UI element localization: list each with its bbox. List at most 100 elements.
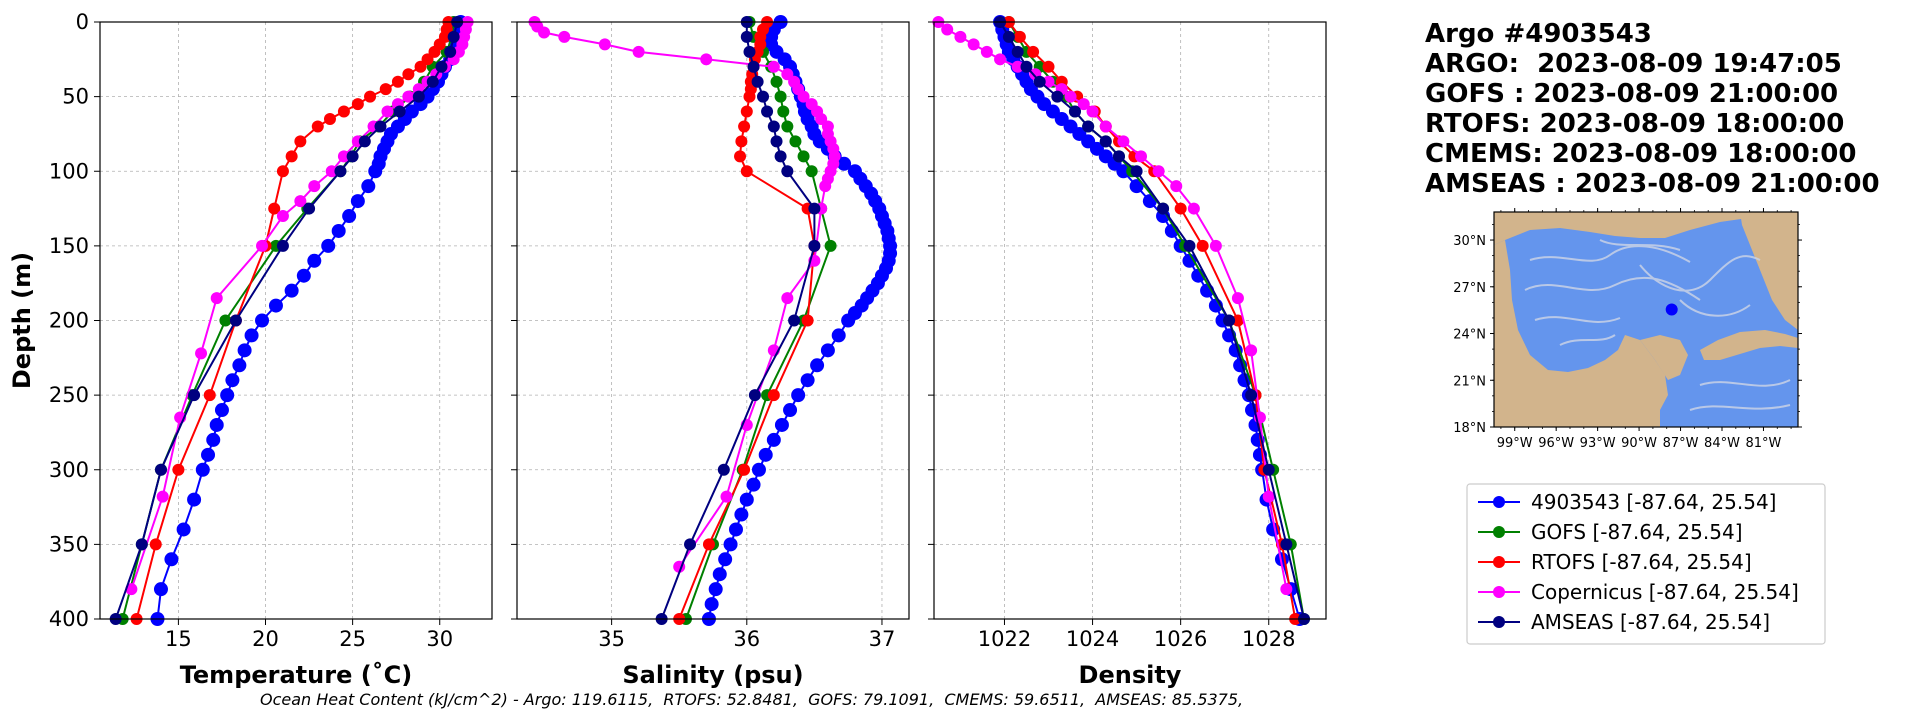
data-point [276, 210, 289, 223]
data-point [1262, 490, 1275, 503]
data-point [176, 522, 191, 537]
data-point [538, 26, 551, 39]
data-point [808, 239, 821, 252]
map-lon-label: 96°W [1538, 436, 1574, 451]
data-point [350, 194, 365, 209]
data-point [1013, 30, 1026, 43]
data-point [268, 202, 281, 215]
data-point [268, 298, 283, 313]
data-point [426, 75, 439, 88]
legend-frame [1466, 483, 1826, 645]
data-point [702, 538, 715, 551]
data-point [781, 292, 794, 305]
map-lon-label: 99°W [1497, 436, 1533, 451]
data-point [841, 313, 856, 328]
data-point [820, 343, 835, 358]
data-point [1112, 150, 1125, 163]
data-point [220, 388, 235, 403]
data-point [214, 403, 229, 418]
data-point [125, 583, 138, 596]
amseas-time: AMSEAS : 2023-08-09 21:00:00 [1425, 169, 1880, 199]
data-point [824, 239, 837, 252]
data-point [1011, 60, 1024, 73]
data-point [311, 120, 324, 133]
ohc-footer: Ocean Heat Content (kJ/cm^2) - Argo: 119… [260, 690, 1243, 709]
data-point [767, 60, 780, 73]
data-point [244, 328, 259, 343]
data-point [791, 388, 806, 403]
data-point [188, 389, 201, 402]
data-point [164, 552, 179, 567]
data-point [303, 202, 316, 215]
data-point [751, 462, 766, 477]
data-point [994, 53, 1007, 66]
x-axis-label: Temperature (˚C) [180, 661, 413, 689]
data-point [337, 105, 350, 118]
data-point [740, 30, 753, 43]
data-point [980, 45, 993, 58]
data-point [761, 105, 774, 118]
data-point [967, 38, 980, 51]
data-point [1020, 60, 1033, 73]
legend-label: GOFS [-87.64, 25.54] [1531, 520, 1743, 544]
y-axis-label: Depth (m) [8, 252, 36, 389]
data-point [346, 150, 359, 163]
data-point [734, 150, 747, 163]
legend-marker [1493, 556, 1505, 568]
data-point [206, 432, 221, 447]
y-tick-label: 100 [49, 159, 89, 183]
legend-label: Copernicus [-87.64, 25.54] [1531, 580, 1799, 604]
data-point [1262, 463, 1275, 476]
data-point [187, 492, 202, 507]
map-lat-label: 27°N [1453, 281, 1486, 296]
x-tick-label: 1026 [1154, 627, 1207, 651]
data-point [1064, 90, 1077, 103]
map-land-cuba [1700, 330, 1798, 360]
data-point [712, 567, 727, 582]
map-lon-label: 84°W [1704, 436, 1740, 451]
x-tick-label: 1024 [1066, 627, 1119, 651]
data-point [770, 135, 783, 148]
data-point [1170, 180, 1183, 193]
x-tick-label: 25 [339, 627, 366, 651]
map-lon-label: 81°W [1746, 436, 1782, 451]
data-point [229, 314, 242, 327]
data-point [831, 328, 846, 343]
data-point [797, 150, 810, 163]
data-point [255, 313, 270, 328]
data-point [1152, 165, 1165, 178]
legend-item: RTOFS [-87.64, 25.54] [1478, 550, 1752, 574]
map-lon-label: 90°W [1621, 436, 1657, 451]
data-point [325, 165, 338, 178]
data-point [723, 537, 738, 552]
data-point [1130, 165, 1143, 178]
data-point [1116, 164, 1131, 179]
series-4 [932, 16, 1293, 596]
series-5 [655, 16, 821, 625]
data-point [210, 292, 223, 305]
data-point [1187, 202, 1200, 215]
data-point [767, 120, 780, 133]
data-point [1245, 344, 1258, 357]
panel-1: 15 20 25 30050100150200250300350400Temperat… [8, 10, 493, 689]
data-point [307, 253, 322, 268]
map-land-yucatan [1640, 335, 1688, 380]
map-streamlines [1524, 239, 1791, 411]
data-point [444, 45, 457, 58]
data-point [393, 105, 406, 118]
map-lat-label: 30°N [1453, 234, 1486, 249]
gofs-time: GOFS : 2023-08-09 21:00:00 [1425, 79, 1838, 109]
data-point [738, 463, 751, 476]
data-point [219, 314, 232, 327]
x-axis-label: Salinity (psu) [622, 661, 803, 689]
profile-plots: 15 20 25 30050100150200250300350400Temperat… [8, 10, 1327, 689]
data-point [1082, 120, 1095, 133]
legend-label: 4903543 [-87.64, 25.54] [1531, 490, 1776, 514]
data-point [805, 165, 818, 178]
y-tick-label: 150 [49, 234, 89, 258]
data-point [1157, 202, 1170, 215]
data-point [1077, 98, 1090, 111]
data-point [558, 30, 571, 43]
data-point [770, 75, 783, 88]
data-point [149, 538, 162, 551]
